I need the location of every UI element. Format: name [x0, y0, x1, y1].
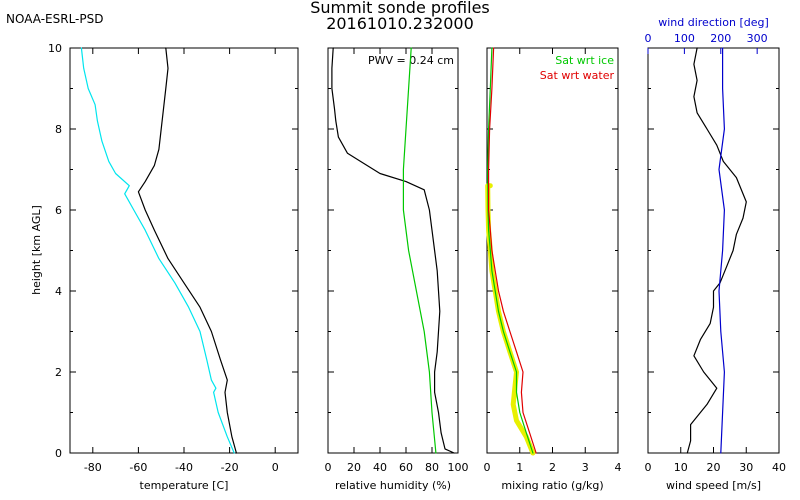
x-tick-label: 20 [707, 461, 721, 474]
y-tick-label: 6 [55, 204, 62, 217]
x-tick-label: 60 [399, 461, 413, 474]
top-x-tick-label: 200 [710, 32, 731, 45]
x-axis-label: relative humidity (%) [335, 479, 451, 492]
series-line [488, 47, 537, 454]
x-tick-label: 0 [272, 461, 279, 474]
series-line [331, 47, 455, 454]
y-tick-label: 2 [55, 366, 62, 379]
series-line [80, 47, 235, 454]
series-line [718, 47, 725, 454]
series-line [686, 47, 747, 454]
x-tick-label: -60 [129, 461, 147, 474]
panel-relative-humidity-frame [327, 47, 459, 454]
pwv-annotation: PWV = 0.24 cm [368, 54, 454, 67]
top-axis-label: wind direction [deg] [658, 16, 769, 29]
y-tick-label: 8 [55, 123, 62, 136]
panel-wind-frame [647, 47, 780, 454]
x-tick-label: 0 [484, 461, 491, 474]
legend-entry: Sat wrt ice [555, 54, 614, 67]
x-axis-label: mixing ratio (g/kg) [501, 479, 603, 492]
x-axis-label: wind speed [m/s] [666, 479, 761, 492]
x-tick-label: 4 [615, 461, 622, 474]
x-tick-label: 100 [448, 461, 469, 474]
x-tick-label: 80 [425, 461, 439, 474]
x-tick-label: 3 [582, 461, 589, 474]
x-tick-label: -40 [175, 461, 193, 474]
legend-entry: Sat wrt water [540, 69, 615, 82]
x-tick-label: 40 [373, 461, 387, 474]
top-x-tick-label: 0 [645, 32, 652, 45]
x-tick-label: 30 [739, 461, 753, 474]
y-axis-label: height [km AGL] [30, 205, 43, 295]
x-tick-label: 2 [549, 461, 556, 474]
chart-title: Summit sonde profiles [310, 0, 490, 17]
x-tick-label: -80 [84, 461, 102, 474]
x-tick-label: 0 [325, 461, 332, 474]
x-axis-label: temperature [C] [140, 479, 229, 492]
panel-temperature-frame [69, 47, 299, 454]
x-tick-label: -20 [221, 461, 239, 474]
y-tick-label: 0 [55, 447, 62, 460]
x-tick-label: 20 [347, 461, 361, 474]
chart-subtitle: 20161010.232000 [326, 14, 474, 33]
y-tick-label: 10 [48, 42, 62, 55]
x-tick-label: 40 [772, 461, 786, 474]
panel-mixing-ratio-frame [486, 47, 619, 454]
x-tick-label: 1 [516, 461, 523, 474]
series-line [487, 47, 534, 454]
y-tick-label: 4 [55, 285, 62, 298]
org-label: NOAA-ESRL-PSD [6, 12, 104, 26]
top-x-tick-label: 100 [674, 32, 695, 45]
series-line [137, 47, 237, 454]
x-tick-label: 0 [645, 461, 652, 474]
top-x-tick-label: 300 [747, 32, 768, 45]
x-tick-label: 10 [674, 461, 688, 474]
series-line [402, 47, 437, 454]
series-line [485, 183, 536, 456]
